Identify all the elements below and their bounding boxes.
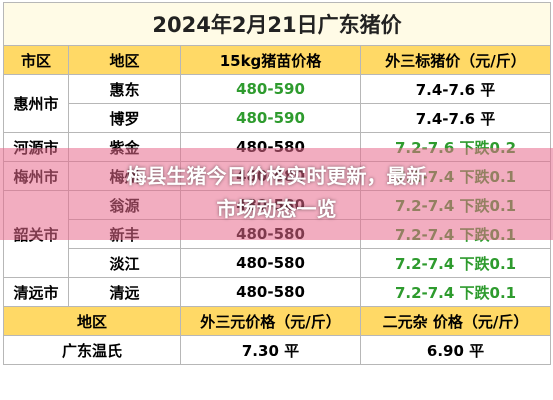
data-cell: 480-580 (180, 248, 361, 278)
overlay-banner: 梅县生猪今日价格实时更新，最新 市场动态一览 (0, 148, 553, 240)
overlay-line: 市场动态一览 (216, 197, 337, 221)
overlay-line: 梅县生猪今日价格实时更新，最新 (126, 164, 427, 188)
data-cell: 惠东 (68, 74, 181, 104)
table-row: 惠州市 惠东 480-590 7.4-7.6 平 (3, 74, 552, 133)
table-row: 清远市 清远 480-580 7.2-7.4 下跌0.1 (3, 277, 552, 307)
data-cell: 博罗 (68, 103, 181, 133)
city-cell: 惠州市 (3, 74, 69, 133)
data-cell: 480-590 (180, 74, 361, 104)
data-cell: 7.2-7.4 下跌0.1 (359, 248, 552, 278)
data-cell: 广东温氏 (3, 335, 181, 365)
header-cell: 地区 (68, 45, 181, 75)
header-cell: 二元杂 价格（元/斤） (359, 306, 552, 336)
city-cell: 清远市 (3, 277, 69, 307)
table-title: 2024年2月21日广东猪价 (2, 2, 552, 46)
table-row: 市区 地区 15kg猪苗价格 外三标猪价（元/斤） (3, 45, 552, 75)
header-cell: 地区 (3, 306, 181, 336)
data-cell: 7.2-7.4 下跌0.1 (359, 277, 552, 307)
table-row: 地区 外三元价格（元/斤） 二元杂 价格（元/斤） (3, 306, 552, 336)
data-cell: 7.4-7.6 平 (359, 74, 552, 104)
table-row: 广东温氏 7.30 平 6.90 平 (3, 335, 552, 365)
header-cell: 外三元价格（元/斤） (180, 306, 361, 336)
data-cell: 480-590 (180, 103, 361, 133)
table-row: 淡江 480-580 7.2-7.4 下跌0.1 (4, 248, 552, 278)
data-cell: 清远 (68, 277, 181, 307)
data-cell: 6.90 平 (359, 335, 552, 365)
data-cell: 7.4-7.6 平 (359, 103, 552, 133)
table-row: 2024年2月21日广东猪价 (2, 2, 552, 46)
table-row: 博罗 480-590 7.4-7.6 平 (4, 103, 552, 133)
data-cell: 7.30 平 (180, 335, 361, 365)
header-cell: 外三标猪价（元/斤） (359, 45, 552, 75)
data-cell: 淡江 (68, 248, 181, 278)
header-cell: 市区 (3, 45, 69, 75)
header-cell: 15kg猪苗价格 (180, 45, 361, 75)
data-cell: 480-580 (180, 277, 361, 307)
